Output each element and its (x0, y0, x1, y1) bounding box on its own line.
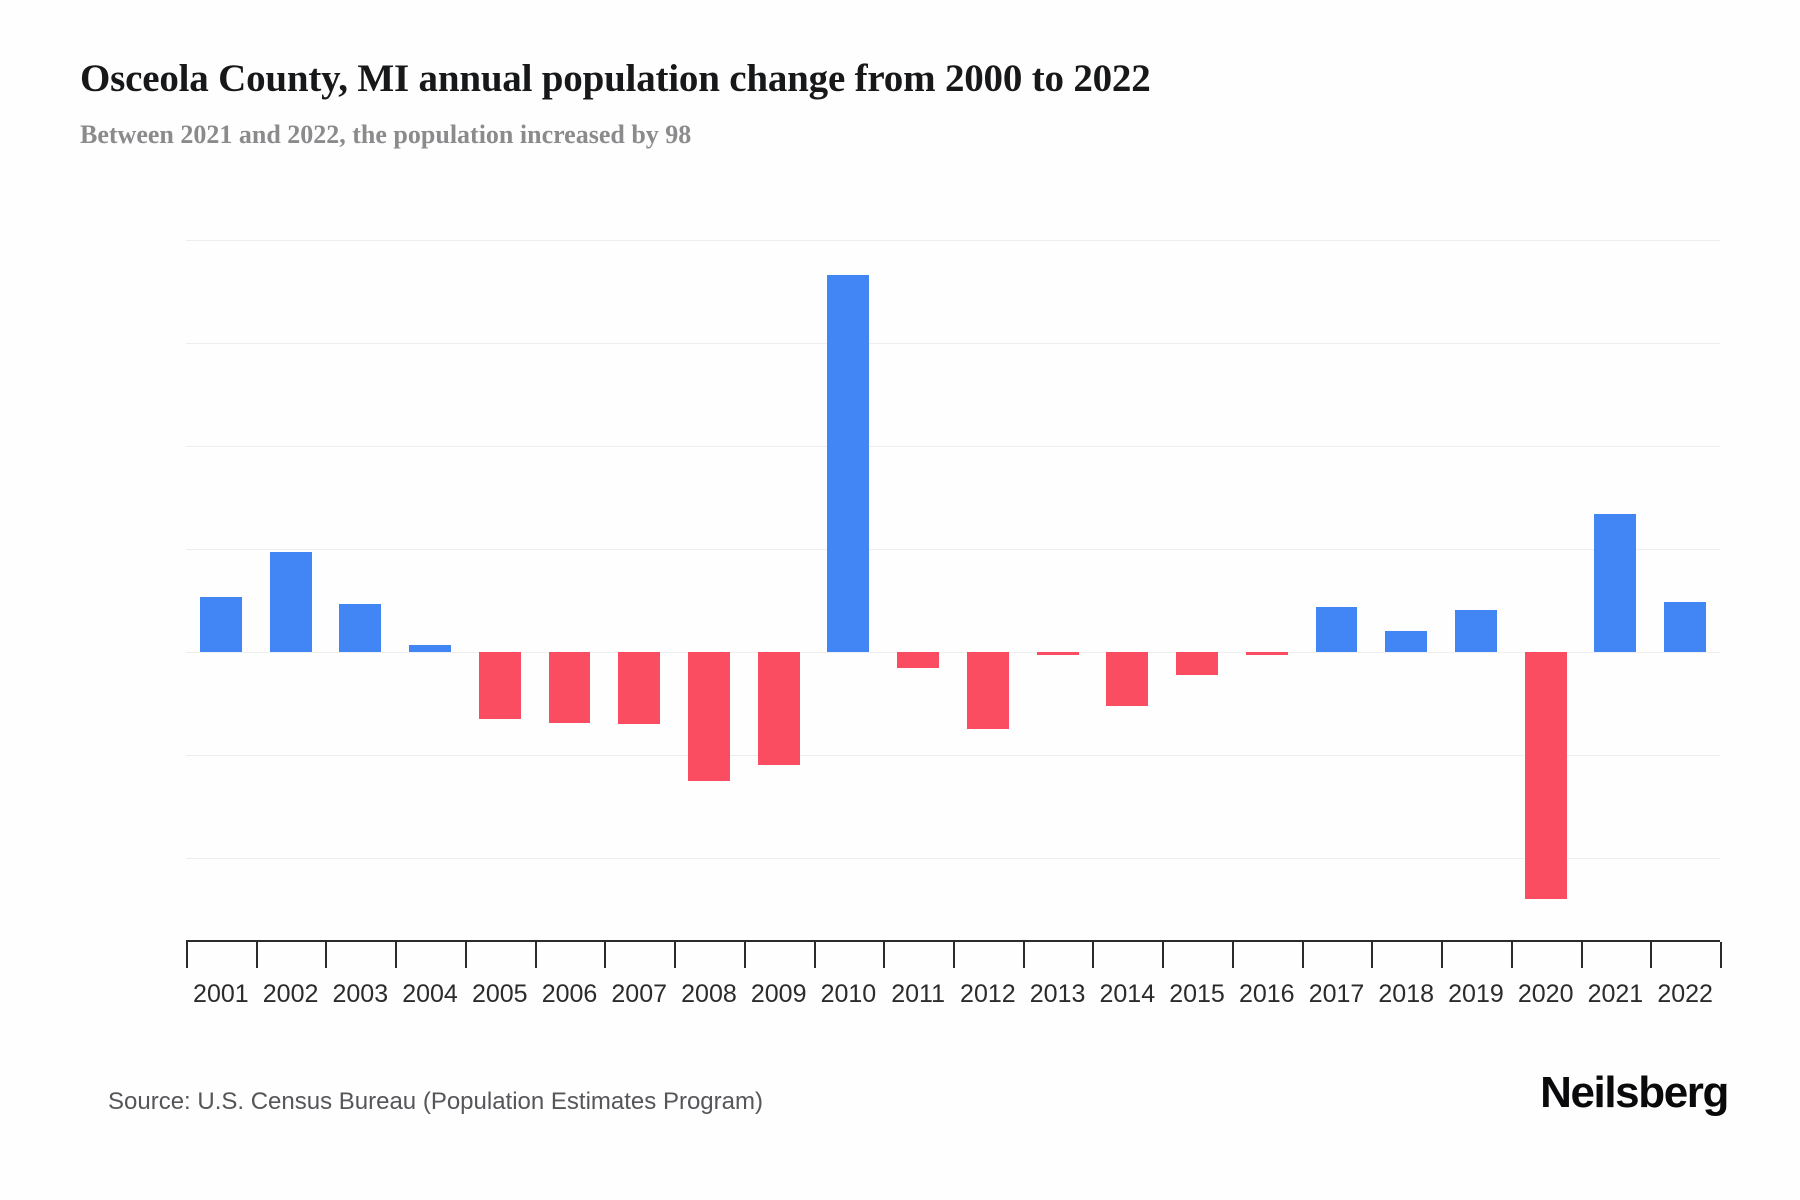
bar-2006[interactable] (548, 652, 591, 724)
x-axis-tick-label: 2017 (1308, 980, 1365, 1008)
x-axis-tick-label: 2013 (1029, 980, 1086, 1008)
bar-2003[interactable] (339, 604, 382, 653)
x-axis-tick (953, 942, 955, 968)
bar-2015[interactable] (1176, 652, 1218, 676)
x-axis-tick (1022, 942, 1025, 968)
bar-2021[interactable] (1594, 514, 1637, 653)
x-axis-tick-label: 2009 (750, 980, 807, 1008)
x-axis-tick (186, 942, 188, 968)
x-axis-tick-label: 2004 (402, 980, 458, 1008)
x-axis-tick-label: 2005 (471, 980, 528, 1008)
x-axis-tick (1231, 942, 1234, 968)
x-axis-tick-label: 2002 (262, 980, 319, 1008)
bar-2010[interactable] (827, 274, 870, 653)
bar-2013[interactable] (1036, 652, 1079, 656)
x-axis-tick-label: 2019 (1448, 980, 1504, 1008)
x-axis-tick-label: 2021 (1587, 980, 1644, 1008)
bar-2002[interactable] (269, 551, 312, 653)
bar-series (186, 240, 1720, 910)
x-axis-tick (743, 942, 746, 968)
x-axis-tick (1650, 942, 1653, 968)
x-axis-tick-label: 2012 (960, 980, 1016, 1008)
x-axis-tick-label: 2018 (1378, 980, 1435, 1008)
x-axis-tick-label: 2008 (681, 980, 737, 1008)
bar-2004[interactable] (409, 644, 451, 653)
bar-2007[interactable] (618, 652, 661, 725)
x-axis-tick (325, 942, 328, 968)
x-axis-tick (1580, 942, 1583, 968)
source-note: Source: U.S. Census Bureau (Population E… (108, 1088, 763, 1115)
x-axis-tick (813, 942, 816, 968)
x-axis-tick (1301, 942, 1304, 968)
x-axis-tick (1162, 942, 1165, 968)
bar-2016[interactable] (1245, 652, 1288, 656)
gridline (186, 652, 1720, 654)
gridline (186, 549, 1720, 551)
bar-2018[interactable] (1385, 631, 1428, 653)
bar-2012[interactable] (966, 652, 1009, 729)
bar-2022[interactable] (1664, 601, 1707, 653)
bar-2005[interactable] (478, 652, 521, 720)
x-axis-line (186, 940, 1720, 942)
bar-2020[interactable] (1524, 652, 1567, 900)
x-axis-tick (464, 942, 467, 968)
x-axis-tick (255, 942, 258, 968)
x-axis-tick-label: 2007 (611, 980, 668, 1008)
x-axis-tick-label: 2010 (820, 980, 877, 1008)
gridline (186, 858, 1720, 860)
x-axis-tick-label: 2003 (332, 980, 389, 1008)
x-axis-tick-label: 2020 (1517, 980, 1574, 1008)
chart-subtitle: Between 2021 and 2022, the population in… (80, 120, 692, 149)
x-axis-tick-label: 2006 (541, 980, 598, 1008)
x-axis-tick (883, 942, 886, 968)
brand-logo: Neilsberg (1540, 1068, 1729, 1117)
bar-2017[interactable] (1315, 606, 1358, 653)
gridline (186, 240, 1720, 241)
bar-2008[interactable] (688, 652, 730, 782)
bar-2001[interactable] (199, 596, 242, 653)
x-axis-tick (1441, 942, 1444, 968)
x-axis-tick (395, 942, 398, 968)
x-axis-tick-label: 2022 (1657, 980, 1713, 1008)
bar-2011[interactable] (897, 652, 940, 668)
x-axis-tick (1720, 942, 1722, 968)
x-axis-tick-label: 2014 (1099, 980, 1156, 1008)
x-axis-tick-label: 2016 (1238, 980, 1295, 1008)
page-title: Osceola County, MI annual population cha… (80, 57, 1151, 100)
x-axis-tick (674, 942, 677, 968)
bar-2014[interactable] (1106, 652, 1149, 707)
x-axis-tick (534, 942, 537, 968)
gridline (186, 343, 1720, 345)
plot-area (186, 240, 1722, 968)
bar-2009[interactable] (757, 652, 800, 765)
x-axis-tick (604, 942, 607, 968)
gridline (186, 755, 1720, 757)
bar-2019[interactable] (1455, 609, 1497, 653)
x-axis-tick (1371, 942, 1374, 968)
gridline (186, 446, 1720, 448)
x-axis-tick-label: 2001 (193, 980, 249, 1008)
x-axis-tick (1510, 942, 1513, 968)
gridlines (186, 240, 1720, 910)
x-axis-tick-label: 2015 (1169, 980, 1225, 1008)
x-axis-tick (1092, 942, 1095, 968)
x-axis-tick-label: 2011 (891, 980, 946, 1008)
